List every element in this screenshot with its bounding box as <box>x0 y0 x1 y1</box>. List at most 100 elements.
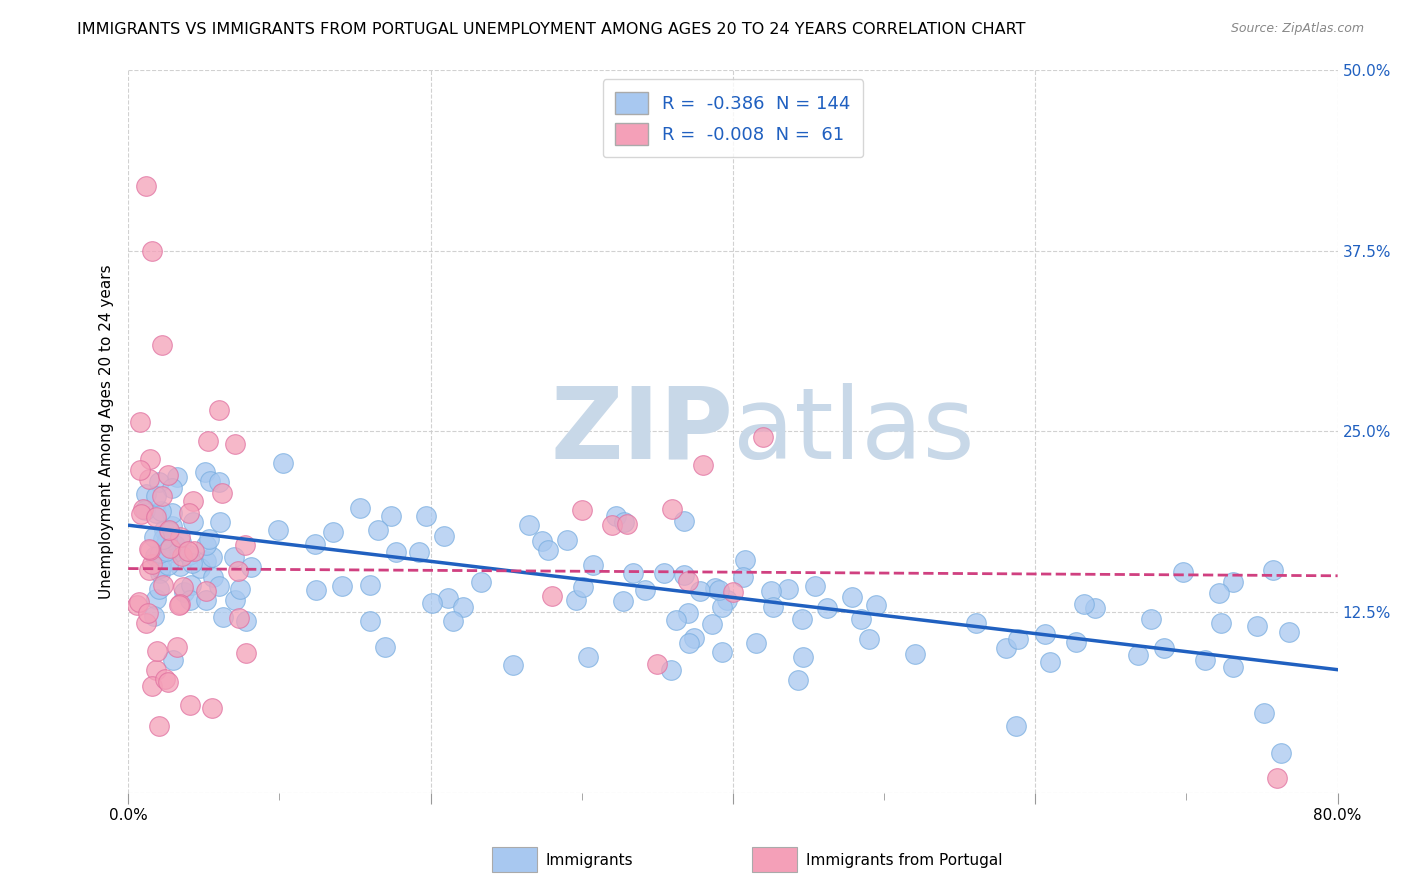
Point <box>155 544 177 558</box>
Point <box>211 486 233 500</box>
Point <box>149 504 172 518</box>
Point <box>716 593 738 607</box>
Point <box>208 402 231 417</box>
Text: IMMIGRANTS VS IMMIGRANTS FROM PORTUGAL UNEMPLOYMENT AMONG AGES 20 TO 24 YEARS CO: IMMIGRANTS VS IMMIGRANTS FROM PORTUGAL U… <box>77 22 1026 37</box>
Point <box>228 610 250 624</box>
Point <box>195 592 218 607</box>
Point <box>865 599 887 613</box>
Point <box>322 524 344 539</box>
Point <box>267 524 290 538</box>
Point <box>858 632 880 647</box>
Point <box>762 600 785 615</box>
Point <box>128 595 150 609</box>
Point <box>1208 585 1230 599</box>
Point <box>665 613 688 627</box>
Point <box>1222 574 1244 589</box>
Point <box>1265 771 1288 785</box>
Point <box>207 475 229 489</box>
Point <box>163 538 186 552</box>
Point <box>201 570 224 584</box>
Point <box>1007 632 1029 647</box>
Point <box>149 546 172 560</box>
Point <box>190 561 212 575</box>
Point <box>849 612 872 626</box>
Point <box>159 524 181 538</box>
Point <box>239 560 262 574</box>
Point <box>359 578 381 592</box>
Point <box>162 652 184 666</box>
Point <box>994 640 1017 655</box>
Point <box>349 501 371 516</box>
Point <box>1073 597 1095 611</box>
Point <box>540 589 562 603</box>
Point <box>155 672 177 686</box>
Point <box>1253 706 1275 721</box>
Point <box>149 561 172 575</box>
Point <box>149 566 172 580</box>
Point <box>790 612 813 626</box>
Point <box>1064 635 1087 649</box>
Point <box>304 582 326 597</box>
Point <box>682 631 704 645</box>
Point <box>139 543 162 558</box>
Y-axis label: Unemployment Among Ages 20 to 24 years: Unemployment Among Ages 20 to 24 years <box>100 264 114 599</box>
Point <box>169 597 191 611</box>
Point <box>415 509 437 524</box>
Point <box>176 544 198 558</box>
Point <box>578 649 600 664</box>
Point <box>367 523 389 537</box>
Point <box>138 542 160 557</box>
Point <box>145 506 167 520</box>
Point <box>571 503 593 517</box>
Point <box>129 415 152 429</box>
Point <box>183 544 205 558</box>
Point <box>181 494 204 508</box>
Point <box>1033 627 1056 641</box>
Point <box>1171 565 1194 579</box>
Point <box>145 592 167 607</box>
Point <box>150 489 173 503</box>
Point <box>600 518 623 533</box>
Point <box>1246 619 1268 633</box>
Point <box>170 535 193 549</box>
Point <box>537 542 560 557</box>
Point <box>1209 615 1232 630</box>
Point <box>148 475 170 490</box>
Point <box>138 472 160 486</box>
Point <box>330 579 353 593</box>
Point <box>153 523 176 537</box>
Point <box>612 593 634 607</box>
Point <box>1153 640 1175 655</box>
Point <box>359 614 381 628</box>
Point <box>150 559 173 574</box>
Point <box>711 600 734 615</box>
Point <box>1126 648 1149 662</box>
Point <box>156 675 179 690</box>
Point <box>707 582 730 597</box>
Point <box>659 663 682 677</box>
Point <box>145 663 167 677</box>
Point <box>745 636 768 650</box>
Point <box>157 558 180 573</box>
Point <box>733 570 755 584</box>
Point <box>233 538 256 552</box>
Point <box>502 657 524 672</box>
Point <box>179 506 201 520</box>
Point <box>380 509 402 524</box>
Point <box>138 452 160 467</box>
Point <box>226 564 249 578</box>
Point <box>135 178 157 193</box>
Point <box>194 465 217 479</box>
Point <box>141 679 163 693</box>
Point <box>148 582 170 596</box>
Point <box>678 606 700 620</box>
Point <box>761 584 783 599</box>
Point <box>169 559 191 574</box>
Point <box>145 490 167 504</box>
Point <box>195 554 218 568</box>
Point <box>451 600 474 615</box>
Point <box>703 581 725 595</box>
Point <box>156 468 179 483</box>
Point <box>634 582 657 597</box>
Point <box>804 578 827 592</box>
